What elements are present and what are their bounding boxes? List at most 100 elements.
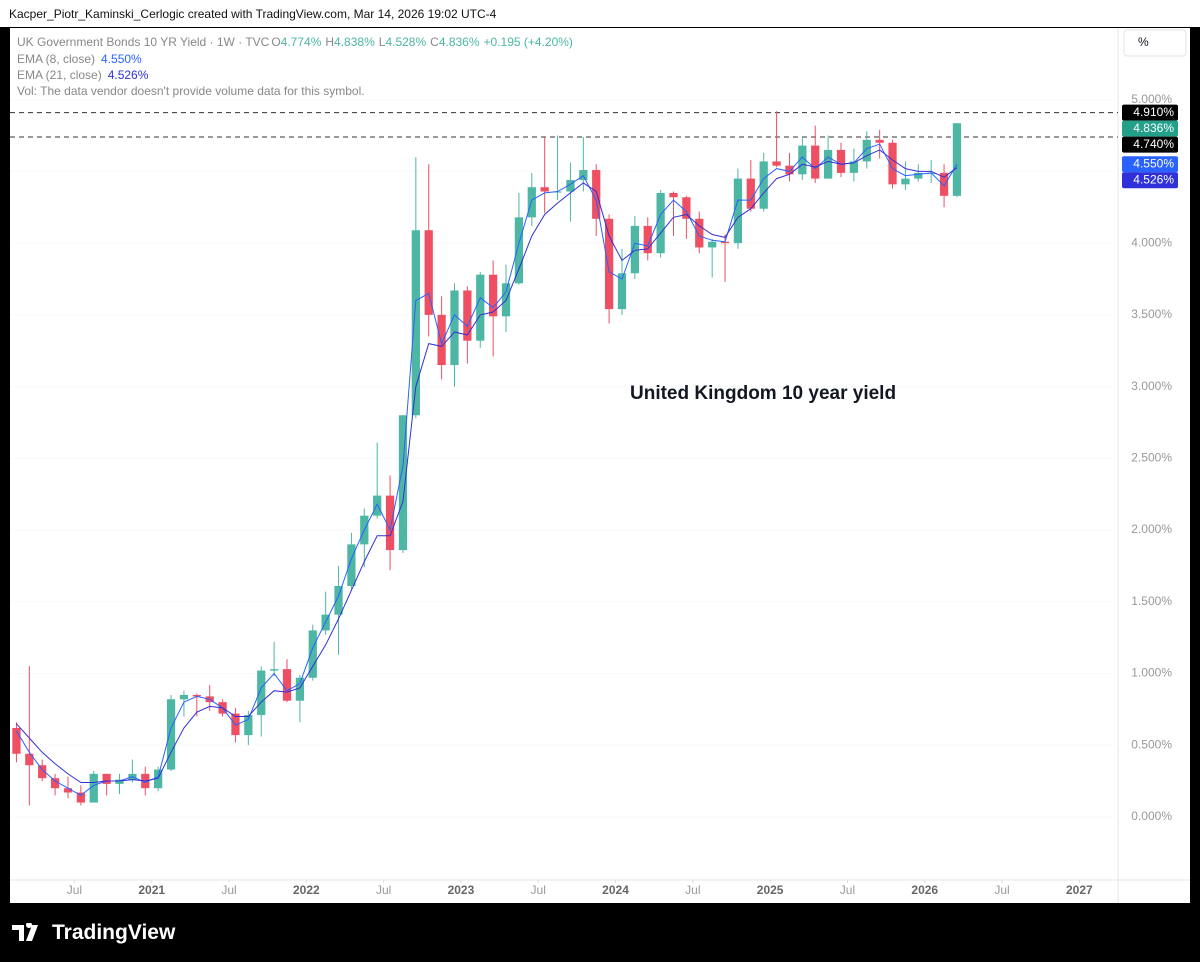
x-tick-label: 2026 [911, 883, 938, 897]
candle-body [695, 218, 704, 248]
candle-body [102, 773, 111, 784]
attribution: Kacper_Piotr_Kaminski_Cerlogic created w… [9, 7, 497, 21]
candle-body [476, 274, 485, 341]
candle-body [720, 241, 730, 244]
candle-body [579, 170, 588, 181]
candle-body [875, 139, 884, 143]
candle-body [798, 145, 807, 175]
candle-body [25, 753, 34, 766]
candle-body [282, 669, 292, 701]
candle-body [952, 123, 962, 196]
candle-body [463, 290, 472, 341]
candle-body [385, 495, 395, 551]
x-tick-label: 2022 [293, 883, 320, 897]
ema-line [15, 143, 958, 796]
x-tick-label: 2027 [1066, 883, 1093, 897]
candle-body [540, 187, 549, 192]
ema-line [16, 149, 958, 783]
ohlc-key: O [271, 35, 280, 49]
x-tick-label: 2025 [757, 883, 784, 897]
candle-body [527, 187, 536, 218]
x-tick-label: Jul [685, 883, 700, 897]
candle-body [398, 415, 408, 551]
footer: TradingView [0, 903, 1200, 962]
candle-body [308, 630, 317, 678]
candle-body [566, 180, 575, 192]
x-tick-label: Jul [67, 883, 82, 897]
candle-body [836, 149, 846, 173]
y-tick-label: 0.500% [1131, 737, 1172, 751]
ema-value: 4.550% [101, 52, 142, 66]
y-tick-label: 0.000% [1131, 809, 1172, 823]
change: +0.195 (+4.20%) [484, 35, 573, 49]
candle-body [862, 139, 871, 162]
price-tag [1122, 120, 1178, 137]
legend-ema: EMA (21, close) 4.526% [17, 68, 149, 82]
y-tick-label: 1.500% [1131, 594, 1172, 608]
price-tag-label: 4.526% [1133, 172, 1174, 186]
candle-body [244, 715, 253, 736]
candle-body [604, 218, 614, 310]
candle-body [901, 178, 910, 185]
candle-body [708, 241, 717, 248]
chart: 0.000% 0.500% 1.000% 1.500% 2.000% 2.500% 3.00… [10, 28, 1190, 903]
candle-body [450, 290, 459, 366]
y-tick-label: 1.000% [1131, 666, 1172, 680]
x-tick-label: Jul [840, 883, 855, 897]
candle-body [437, 314, 446, 366]
candle-body [424, 230, 433, 315]
candle-body [89, 773, 98, 803]
candle-body [630, 225, 639, 274]
scale-button[interactable] [1123, 29, 1187, 57]
candle-body [785, 165, 794, 175]
candle-body [411, 230, 420, 416]
price-tag [1122, 156, 1178, 173]
y-tick-label: 3.000% [1131, 379, 1172, 393]
ohlc-key: H [325, 35, 334, 49]
ohlc-value: 4.528% [385, 35, 426, 49]
scale-button-label: % [1138, 35, 1149, 49]
legend-symbol: UK Government Bonds 10 YR Yield · 1W · T… [17, 35, 573, 49]
candle-body [166, 699, 176, 770]
legend-ema: EMA (8, close) 4.550% [17, 52, 142, 66]
price-tag [1122, 104, 1178, 121]
annotation: United Kingdom 10 year yield [630, 383, 896, 404]
brand: TradingView [52, 921, 176, 944]
candle-body [50, 778, 60, 789]
candle-body [334, 585, 343, 615]
candle-body [514, 217, 524, 284]
y-tick-label: 4.000% [1131, 235, 1172, 249]
legend-name: UK Government Bonds 10 YR Yield · 1W · T… [17, 35, 270, 49]
ohlc-value: 4.774% [281, 35, 322, 49]
ema-value: 4.526% [108, 68, 149, 82]
candle-body [772, 161, 781, 166]
ema-name: EMA (8, close) [17, 52, 95, 66]
candle-body [617, 273, 627, 310]
candle-body [682, 197, 691, 219]
candle-body [849, 161, 859, 173]
candle-body [63, 788, 73, 793]
ema-name: EMA (21, close) [17, 68, 102, 82]
price-tag-label: 4.836% [1133, 121, 1174, 135]
candle-body [746, 178, 755, 209]
candle-body [154, 769, 163, 789]
logo: TradingView [12, 921, 175, 945]
candle-body [257, 670, 266, 716]
candle-body [823, 149, 833, 179]
volume-note: Vol: The data vendor doesn't provide vol… [17, 84, 365, 98]
candle-body [192, 694, 201, 697]
x-tick-label: Jul [221, 883, 236, 897]
price-tag-label: 4.550% [1133, 156, 1174, 170]
logo-icon [12, 923, 38, 941]
candle-body [373, 495, 382, 516]
candles [12, 111, 962, 806]
candle-body [669, 192, 678, 198]
ohlc-value: 4.836% [439, 35, 480, 49]
price-tag [1122, 136, 1178, 153]
y-tick-label: 5.000% [1131, 92, 1172, 106]
candle-body [12, 727, 21, 754]
ohlc-key: L [379, 35, 386, 49]
x-tick-label: Jul [994, 883, 1009, 897]
y-tick-label: 3.500% [1131, 307, 1172, 321]
